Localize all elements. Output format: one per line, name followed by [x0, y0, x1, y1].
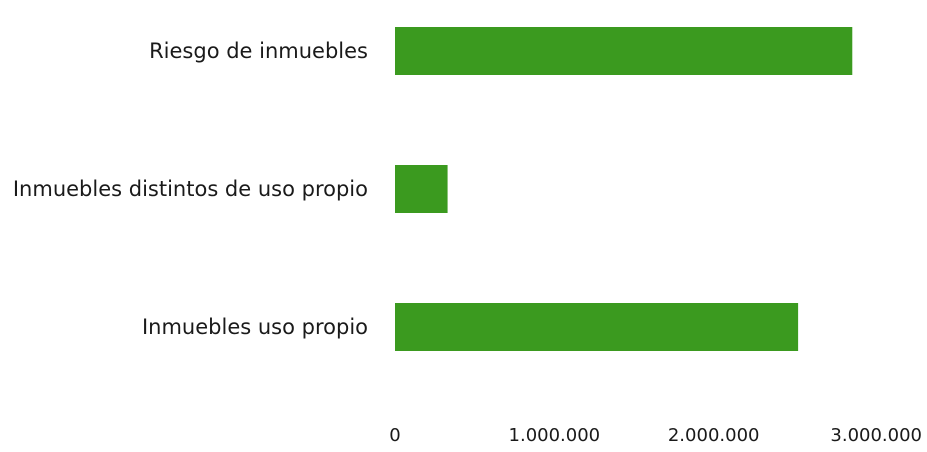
bar-1: [395, 165, 448, 213]
x-tick-label-0: 0: [389, 425, 400, 446]
category-label-1: Inmuebles distintos de uso propio: [13, 177, 368, 201]
bar-2: [395, 303, 799, 351]
bar-0: [395, 27, 853, 75]
x-tick-labels-group: 0 1.000.000 2.000.000 3.000.000: [389, 425, 922, 446]
category-label-2: Inmuebles uso propio: [142, 315, 368, 339]
x-tick-label-2: 2.000.000: [668, 425, 760, 446]
x-tick-label-1: 1.000.000: [509, 425, 601, 446]
bars-group: [395, 27, 853, 351]
category-labels-group: Riesgo de inmuebles Inmuebles distintos d…: [13, 39, 368, 339]
category-label-0: Riesgo de inmuebles: [149, 39, 368, 63]
x-tick-label-3: 3.000.000: [830, 425, 922, 446]
